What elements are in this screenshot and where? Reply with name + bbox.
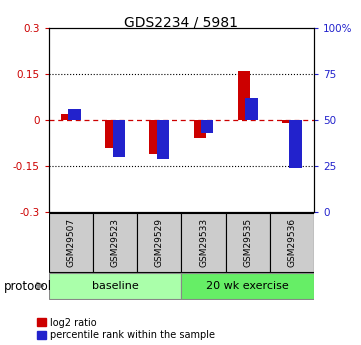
Text: GSM29523: GSM29523: [110, 218, 119, 267]
Bar: [182, 213, 226, 272]
Text: GSM29529: GSM29529: [155, 218, 164, 267]
Bar: [226, 213, 270, 272]
Bar: [290, 120, 302, 168]
Bar: [113, 120, 125, 157]
Text: GSM29533: GSM29533: [199, 218, 208, 267]
Bar: [238, 71, 250, 120]
Bar: [49, 213, 93, 272]
Text: 20 wk exercise: 20 wk exercise: [206, 281, 289, 291]
Bar: [201, 120, 213, 133]
Bar: [282, 120, 295, 123]
Text: GSM29535: GSM29535: [243, 218, 252, 267]
Bar: [68, 109, 81, 120]
Text: GSM29536: GSM29536: [287, 218, 296, 267]
Bar: [93, 213, 137, 272]
Bar: [49, 273, 181, 299]
Text: GDS2234 / 5981: GDS2234 / 5981: [123, 16, 238, 30]
Legend: log2 ratio, percentile rank within the sample: log2 ratio, percentile rank within the s…: [37, 318, 215, 340]
Bar: [245, 98, 258, 120]
Text: protocol: protocol: [4, 279, 52, 293]
Bar: [157, 120, 169, 159]
Bar: [105, 120, 118, 148]
Bar: [149, 120, 162, 154]
Text: GSM29507: GSM29507: [66, 218, 75, 267]
Bar: [137, 213, 181, 272]
Text: baseline: baseline: [92, 281, 139, 291]
Bar: [193, 120, 206, 138]
Bar: [61, 114, 73, 120]
Bar: [270, 213, 314, 272]
Bar: [182, 273, 314, 299]
